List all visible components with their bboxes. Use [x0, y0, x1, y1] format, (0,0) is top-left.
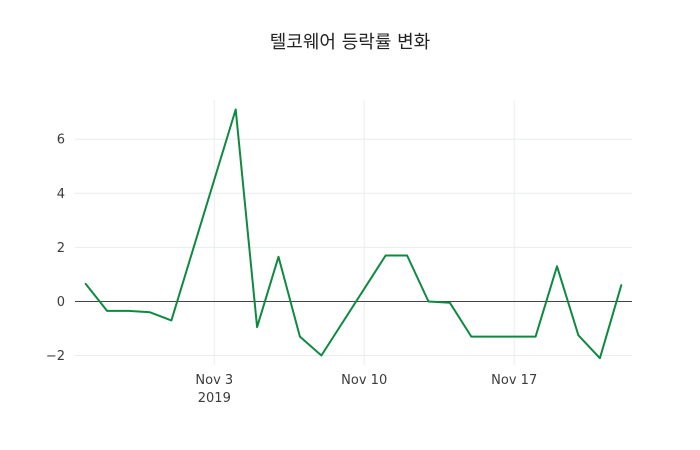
- series-line: [84, 108, 623, 360]
- chart-title: 텔코웨어 등락률 변화: [269, 32, 431, 53]
- x-tick-label: Nov 10: [341, 373, 387, 388]
- y-tick-label: 0: [57, 295, 65, 310]
- y-tick-label: 2: [57, 241, 65, 256]
- x-tick-sublabel: 2019: [198, 391, 231, 406]
- y-tick-label: −2: [46, 349, 65, 364]
- y-tick-label: 4: [57, 187, 65, 202]
- x-tick-label: Nov 3: [195, 373, 233, 388]
- y-tick-label: 6: [57, 133, 65, 148]
- x-tick-label: Nov 17: [491, 373, 537, 388]
